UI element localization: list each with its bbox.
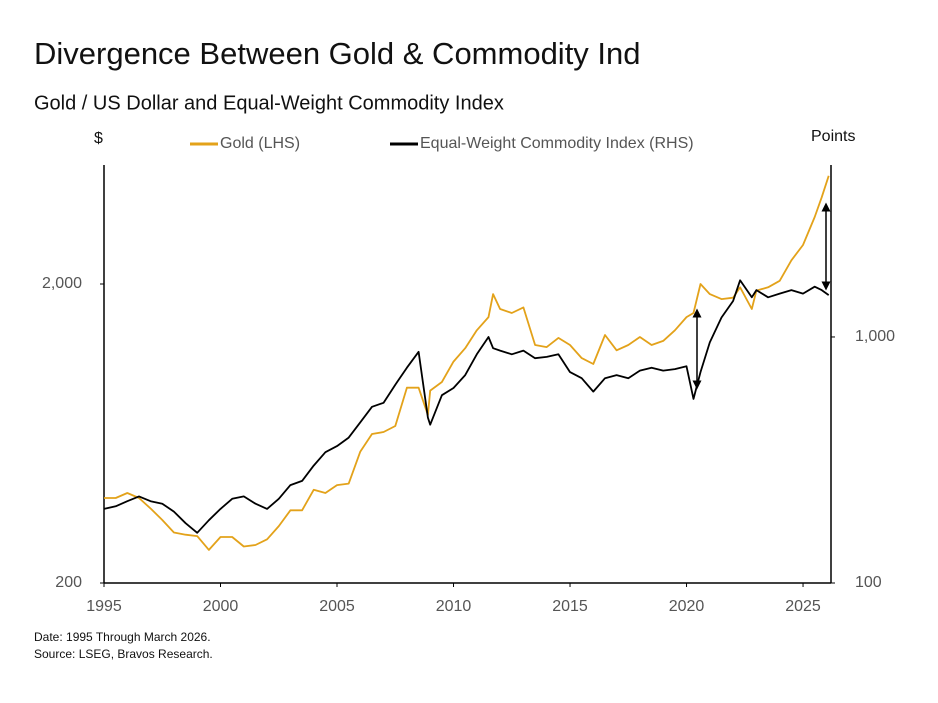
y-axis-label: $ xyxy=(94,130,103,147)
x-tick-label: 2020 xyxy=(669,598,705,615)
y2-axis-label: Points xyxy=(811,128,855,145)
plot-area xyxy=(103,175,830,551)
y-tick-label: 2,000 xyxy=(42,275,82,292)
footnote: Source: LSEG, Bravos Research. xyxy=(34,647,213,661)
x-tick-label: 1995 xyxy=(86,598,122,615)
legend-label: Equal-Weight Commodity Index (RHS) xyxy=(420,135,694,152)
x-tick-label: 2025 xyxy=(785,598,821,615)
x-tick-label: 2005 xyxy=(319,598,355,615)
x-tick-label: 2010 xyxy=(436,598,472,615)
y-tick-label: 200 xyxy=(55,574,82,591)
legend-label: Gold (LHS) xyxy=(220,135,300,152)
chart-title: Divergence Between Gold & Commodity Ind xyxy=(34,36,641,71)
y2-tick-label: 100 xyxy=(855,574,882,591)
footnote: Date: 1995 Through March 2026. xyxy=(34,630,211,644)
chart-subtitle: Gold / US Dollar and Equal-Weight Commod… xyxy=(34,92,504,114)
series-line xyxy=(104,175,830,551)
x-tick-label: 2000 xyxy=(203,598,239,615)
y2-tick-label: 1,000 xyxy=(855,328,895,345)
x-tick-label: 2015 xyxy=(552,598,588,615)
series-line xyxy=(103,279,830,534)
